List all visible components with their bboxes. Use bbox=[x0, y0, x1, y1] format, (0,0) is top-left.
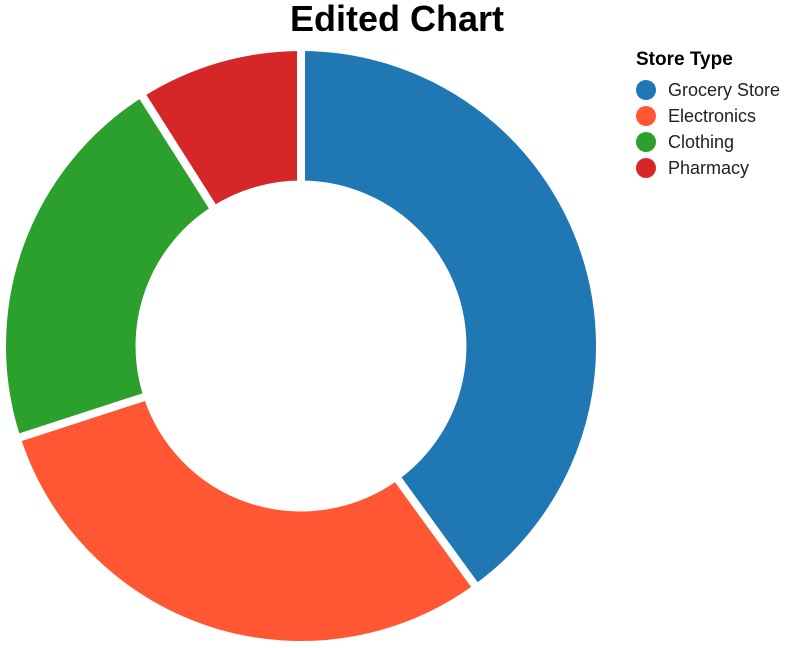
donut-slice-pharmacy[interactable] bbox=[136, 43, 305, 214]
legend-swatch-clothing bbox=[636, 132, 656, 152]
legend-item-electronics[interactable]: Electronics bbox=[636, 103, 794, 129]
donut-slice-grocery-store[interactable] bbox=[297, 43, 605, 592]
legend-label-pharmacy: Pharmacy bbox=[668, 157, 750, 178]
legend-item-clothing[interactable]: Clothing bbox=[636, 129, 794, 155]
legend-swatch-electronics bbox=[636, 106, 656, 126]
legend-title: Store Type bbox=[636, 49, 733, 70]
donut-slice-clothing[interactable] bbox=[0, 89, 219, 443]
legend-swatch-grocery-store bbox=[636, 80, 656, 100]
legend: Store Type Grocery Store Electronics Clo… bbox=[636, 47, 794, 181]
legend-item-grocery-store[interactable]: Grocery Store bbox=[636, 77, 794, 103]
donut-slice-electronics[interactable] bbox=[12, 391, 481, 648]
legend-label-clothing: Clothing bbox=[668, 131, 735, 152]
legend-item-pharmacy[interactable]: Pharmacy bbox=[636, 155, 794, 181]
chart-title: Edited Chart bbox=[289, 0, 504, 39]
legend-label-electronics: Electronics bbox=[668, 105, 757, 126]
legend-label-grocery-store: Grocery Store bbox=[668, 79, 781, 100]
legend-swatch-pharmacy bbox=[636, 158, 656, 178]
